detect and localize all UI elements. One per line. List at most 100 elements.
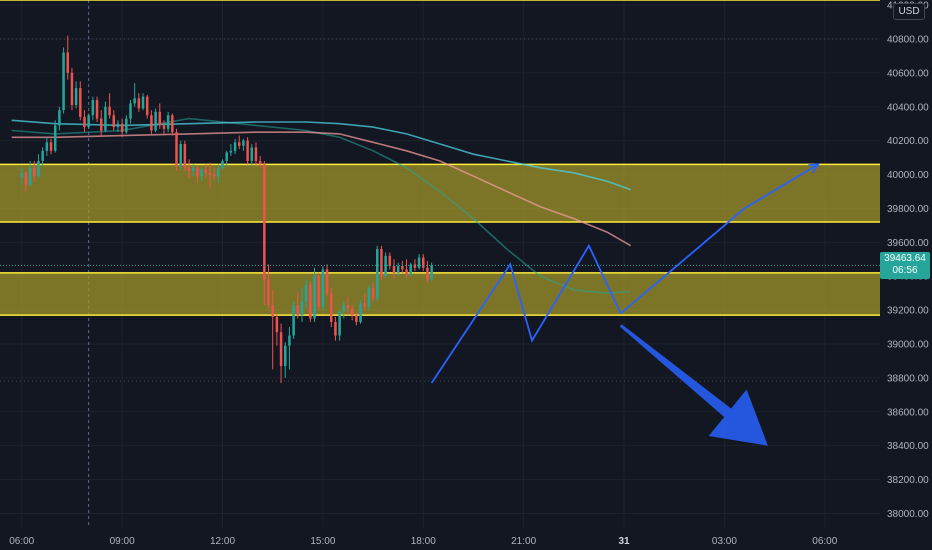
candle-body [74,88,78,106]
candle-body [417,257,421,268]
candle-body [116,123,120,128]
candle-body [254,147,258,161]
y-tick-label: 38400.00 [887,441,929,452]
candle-body [28,167,32,185]
candle-body [158,111,162,126]
candle-body [283,345,287,367]
candle-body [129,103,132,119]
candle-body [154,111,157,131]
candle-body [133,98,136,104]
candle-body [196,167,199,177]
y-tick-label: 40400.00 [887,102,929,113]
y-tick-label: 39000.00 [887,339,929,350]
candle-body [409,264,412,275]
candle-body [41,150,44,161]
y-tick-label: 38600.00 [887,407,929,418]
candle-body [217,167,220,177]
y-tick-label: 40000.00 [887,170,929,181]
candle-body [242,140,245,146]
candle-body [271,305,274,317]
bar-countdown-label: 06:56 [892,265,918,277]
candle-body [401,266,404,270]
candle-body [405,269,408,275]
candle-body [309,284,312,319]
candle-body [258,160,262,165]
candle-body [380,249,383,277]
candle-body [330,293,333,322]
x-tick-label: 18:00 [411,536,436,547]
candle-body [150,115,153,131]
x-tick-label: 21:00 [511,536,536,547]
candle-body [171,115,174,133]
candle-body [20,172,24,178]
current-price-label: 39463.64 [884,253,926,265]
candle-body [175,132,178,167]
candle-body [233,142,237,151]
candle-body [384,255,387,277]
candle-body [426,267,429,280]
candle-body [422,257,425,268]
y-tick-label: 38200.00 [887,475,929,486]
candle-body [237,142,241,146]
candle-body [338,311,341,336]
candle-body [33,167,36,177]
candle-body [179,144,182,167]
candle-body [288,335,291,346]
candle-body [350,308,354,316]
candle-body [371,288,375,299]
candle-body [279,332,283,367]
candle-body [37,160,40,177]
candle-body [145,96,149,116]
candle-body [141,96,145,109]
currency-badge[interactable]: USD [893,3,925,20]
candle-body [246,140,249,161]
x-tick-label: 31 [618,536,630,547]
candle-body [191,167,195,172]
candle-body [342,305,346,312]
candle-body [187,167,191,172]
y-tick-label: 40800.00 [887,34,929,45]
bearish-arrow [619,324,768,446]
candle-body [87,115,90,128]
candle-body [363,303,366,307]
candle-body [95,99,99,119]
candle-body [321,269,325,307]
candle-body [221,160,224,168]
candle-body [325,269,329,294]
candle-body [225,152,228,161]
candle-body [200,169,203,177]
candle-body [99,118,103,131]
x-tick-label: 12:00 [210,536,235,547]
projection-arrowhead [808,163,820,174]
x-tick-label: 09:00 [110,536,135,547]
y-tick-label: 39800.00 [887,204,929,215]
candle-body [376,249,379,299]
candle-body [45,142,49,151]
candle-body [212,174,216,177]
candle-body [292,305,295,336]
candle-body [49,142,53,151]
y-tick-label: 38800.00 [887,373,929,384]
candle-body [108,106,111,116]
candle-body [396,266,400,273]
candle-body [300,301,304,316]
current-price-tag: 39463.64 06:56 [880,252,930,280]
candle-body [66,52,70,73]
candle-body [430,265,433,280]
candle-body [24,172,28,185]
candle-body [355,315,358,322]
candle-body [79,88,82,117]
candle-body [166,115,170,129]
zigzag-pattern-line [430,243,622,384]
candle-body [112,115,116,128]
candle-body [388,255,392,267]
candle-body [334,321,337,336]
candle-body [83,116,86,128]
zone-rect [0,272,880,316]
candle-body [204,169,208,173]
candle-body [250,147,254,161]
y-tick-label: 38000.00 [887,509,929,520]
candle-body [137,98,141,109]
